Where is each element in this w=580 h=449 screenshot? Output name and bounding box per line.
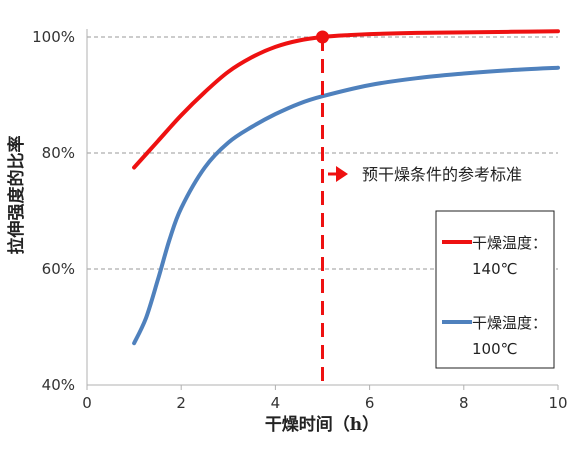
y-axis-title: 拉伸强度的比率 [6, 136, 27, 255]
axes [86, 29, 559, 390]
x-axis-title: 干燥时间（h） [265, 414, 379, 435]
annotation: 预干燥条件的参考标准 [328, 165, 522, 184]
legend: 干燥温度： 140℃ 干燥温度： 100℃ [435, 210, 555, 369]
reference-marker [316, 30, 329, 385]
x-tick-2: 4 [271, 394, 281, 412]
y-tick-labels: 40% 60% 80% 100% [32, 28, 75, 394]
reference-point [316, 30, 329, 44]
y-tick-3: 100% [32, 28, 75, 46]
annotation-text: 预干燥条件的参考标准 [362, 165, 522, 184]
series-line-100 [132, 65, 560, 346]
x-tick-labels: 0 2 4 6 8 10 [82, 394, 567, 412]
x-tick-0: 0 [82, 394, 92, 412]
x-tick-1: 2 [176, 394, 186, 412]
annotation-arrow [336, 166, 348, 182]
legend-label-140-line2: 140℃ [472, 260, 517, 278]
y-tick-0: 40% [42, 376, 75, 394]
legend-label-100-line1: 干燥温度： [472, 314, 547, 332]
x-tick-4: 8 [459, 394, 469, 412]
legend-label-140-line1: 干燥温度： [472, 234, 547, 252]
legend-label-100-line2: 100℃ [472, 340, 517, 358]
x-tick-3: 6 [365, 394, 375, 412]
series-lines [132, 29, 560, 346]
y-tick-2: 80% [42, 144, 75, 162]
y-tick-1: 60% [42, 260, 75, 278]
legend-box [435, 210, 555, 369]
x-tick-5: 10 [548, 394, 567, 412]
series-line-140 [132, 29, 560, 170]
